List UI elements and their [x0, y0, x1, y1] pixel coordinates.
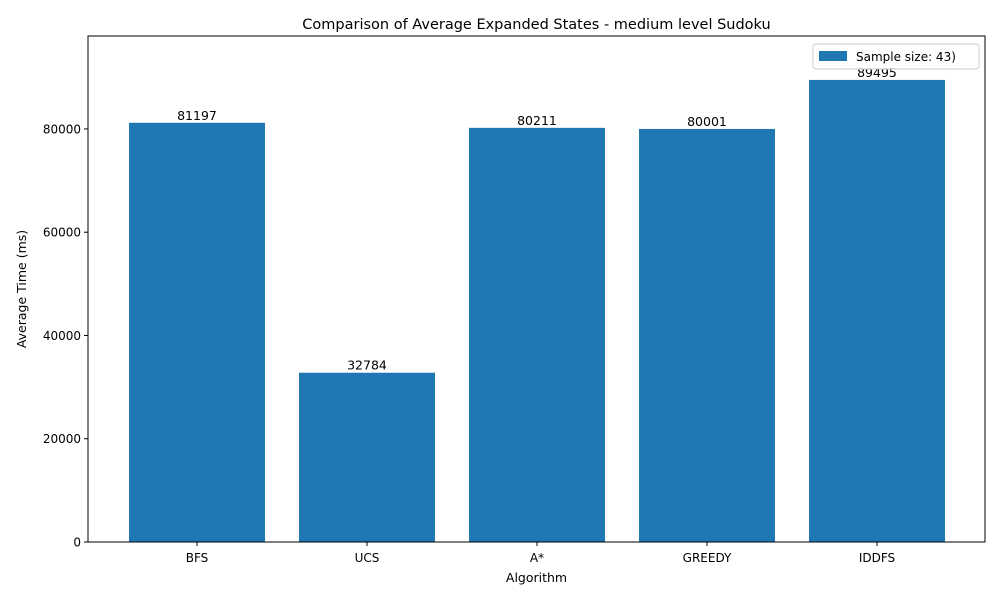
y-axis-label: Average Time (ms) [14, 230, 29, 348]
bar-a- [469, 127, 605, 542]
data-label: 81197 [177, 108, 217, 123]
data-label: 32784 [347, 358, 387, 373]
legend-entry: Sample size: 43) [856, 50, 956, 64]
legend-swatch [819, 51, 847, 61]
chart-title: Comparison of Average Expanded States - … [302, 17, 770, 33]
y-tick-label: 80000 [43, 122, 81, 136]
x-tick-label: GREEDY [683, 551, 732, 565]
bar-bfs [129, 122, 265, 542]
x-axis-ticks: BFS UCS A* GREEDY IDDFS [186, 542, 895, 565]
data-label: 80001 [687, 114, 727, 129]
x-axis-label: Algorithm [506, 570, 567, 585]
bars-group [129, 79, 945, 543]
bar-iddfs [809, 79, 945, 542]
plot-frame [87, 35, 986, 543]
legend-box [812, 43, 980, 70]
y-tick-label: 40000 [43, 329, 81, 343]
x-tick-label: BFS [186, 551, 209, 565]
x-tick-label: A* [530, 551, 544, 565]
y-axis-ticks: 0 20000 40000 60000 80000 [43, 122, 88, 550]
y-tick-label: 60000 [43, 226, 81, 240]
bar-ucs [299, 372, 435, 542]
x-tick-label: UCS [355, 551, 380, 565]
y-tick-label: 0 [73, 536, 81, 550]
legend: Sample size: 43) [812, 43, 980, 70]
y-tick-label: 20000 [43, 432, 81, 446]
data-label: 80211 [517, 113, 557, 128]
x-tick-label: IDDFS [859, 551, 895, 565]
bar-greedy [639, 128, 775, 543]
